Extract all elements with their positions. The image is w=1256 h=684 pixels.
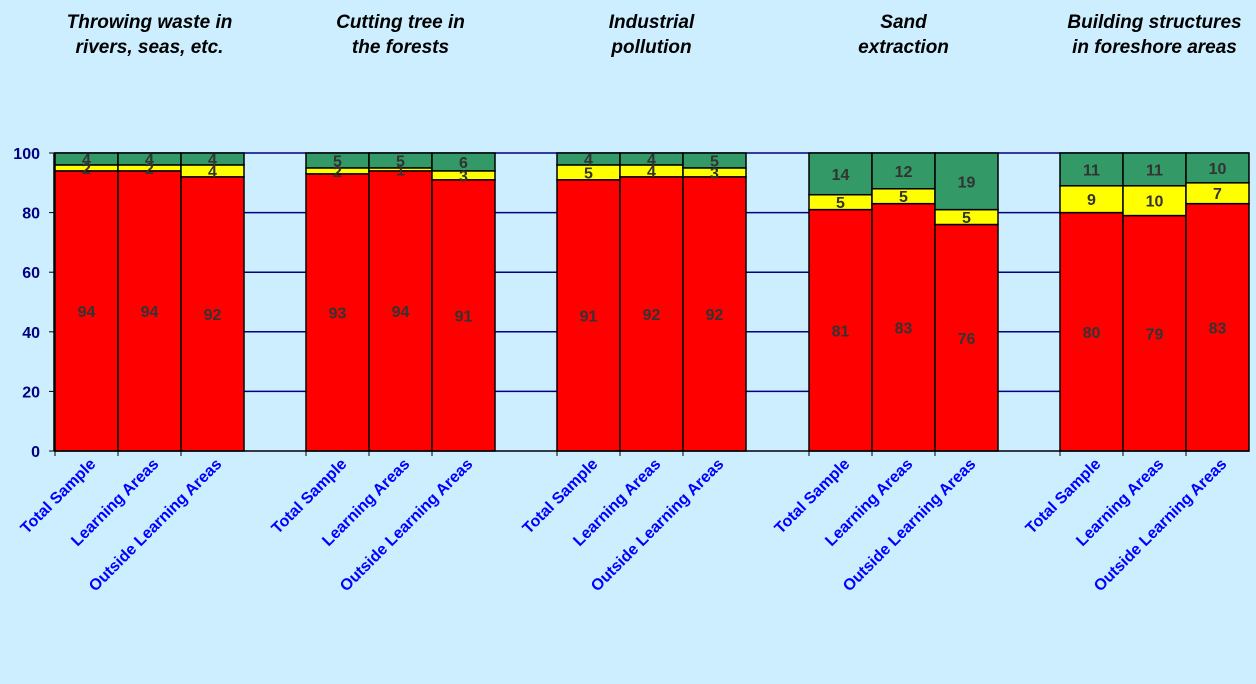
bar-segment-green [808,152,873,196]
data-label-yellow: 10 [1146,194,1164,211]
data-label-yellow: 5 [962,210,971,227]
bar-segment-red [1122,214,1187,452]
bar-segment-red [117,170,182,452]
y-tick-label: 100 [13,146,40,163]
data-label-green: 10 [1209,161,1227,178]
bar-segment-green [871,152,936,190]
data-label-yellow: 5 [899,189,908,206]
data-label-yellow: 2 [145,161,154,178]
data-label-red: 79 [1146,326,1164,343]
bars [54,152,1250,452]
group-titles: Throwing waste in rivers, seas, etc. Cutti… [67,12,1242,58]
data-label-red: 91 [455,308,473,325]
data-label-green: 5 [333,153,342,170]
y-tick-label: 80 [22,206,40,223]
bar-segment-green [1122,152,1187,187]
group-title: Building structures in foreshore areas [1067,12,1241,58]
data-label-green: 19 [958,174,976,191]
bar-segment-red [556,179,621,452]
data-label-red: 83 [895,320,913,337]
bar-segment-green [1059,152,1124,187]
data-label-red: 93 [329,305,347,322]
data-label-red: 92 [643,307,661,324]
data-label-red: 92 [706,307,724,324]
data-label-green: 4 [208,152,217,169]
data-label-yellow: 4 [647,164,656,181]
data-label-yellow: 2 [82,161,91,178]
bar-segment-red [871,202,936,452]
data-label-red: 92 [204,307,222,324]
data-label-red: 81 [832,323,850,340]
data-label-red: 94 [392,304,410,321]
data-label-red: 80 [1083,325,1101,342]
y-tick-label: 0 [31,444,40,461]
group-title: Cutting tree in the forests [336,12,465,58]
data-labels: 9424942492449325941591369154924492358151… [78,152,1227,348]
y-tick-label: 20 [22,384,40,401]
y-tick-label: 60 [22,265,40,282]
data-label-green: 11 [1083,162,1100,179]
bar-segment-green [682,152,747,169]
data-label-red: 76 [958,331,976,348]
data-label-red: 83 [1209,320,1227,337]
data-label-yellow: 1 [396,162,405,179]
data-label-green: 4 [82,152,91,169]
data-label-green: 5 [396,153,405,170]
bar-segment-yellow [1122,185,1187,217]
data-label-green: 6 [459,155,468,172]
data-label-yellow: 5 [584,165,593,182]
group-title: Sand extraction [858,12,949,58]
data-label-yellow: 9 [1087,192,1096,209]
data-label-green: 5 [710,153,719,170]
bar-segment-green [431,152,496,172]
data-label-yellow: 7 [1213,186,1222,203]
data-label-red: 91 [580,308,598,325]
data-label-green: 4 [647,152,656,169]
data-label-green: 14 [832,167,850,184]
y-tick-label: 40 [22,325,40,342]
bar-segment-red [682,176,747,452]
data-label-green: 4 [145,152,154,169]
bar-segment-red [431,179,496,452]
data-label-yellow: 3 [459,168,468,185]
group-title: Throwing waste in rivers, seas, etc. [67,12,233,58]
data-label-green: 12 [895,164,913,181]
bar-segment-red [305,173,370,452]
axes: 0 20 40 60 80 100 [13,146,1249,461]
bar-segment-green [934,152,999,211]
bar-segment-green [180,152,245,166]
bar-segment-red [619,176,684,452]
bar-segment-red [368,170,433,452]
data-label-red: 94 [141,304,159,321]
bar-segment-red [54,170,119,452]
data-label-yellow: 2 [333,164,342,181]
data-label-green: 4 [584,152,593,169]
data-label-yellow: 4 [208,164,217,181]
data-label-yellow: 5 [836,195,845,212]
bar-segment-red [180,176,245,452]
data-label-yellow: 3 [710,165,719,182]
bar-segment-green [1185,152,1250,184]
data-label-red: 94 [78,304,96,321]
data-label-green: 11 [1146,162,1163,179]
group-title: Industrial pollution [609,12,695,58]
